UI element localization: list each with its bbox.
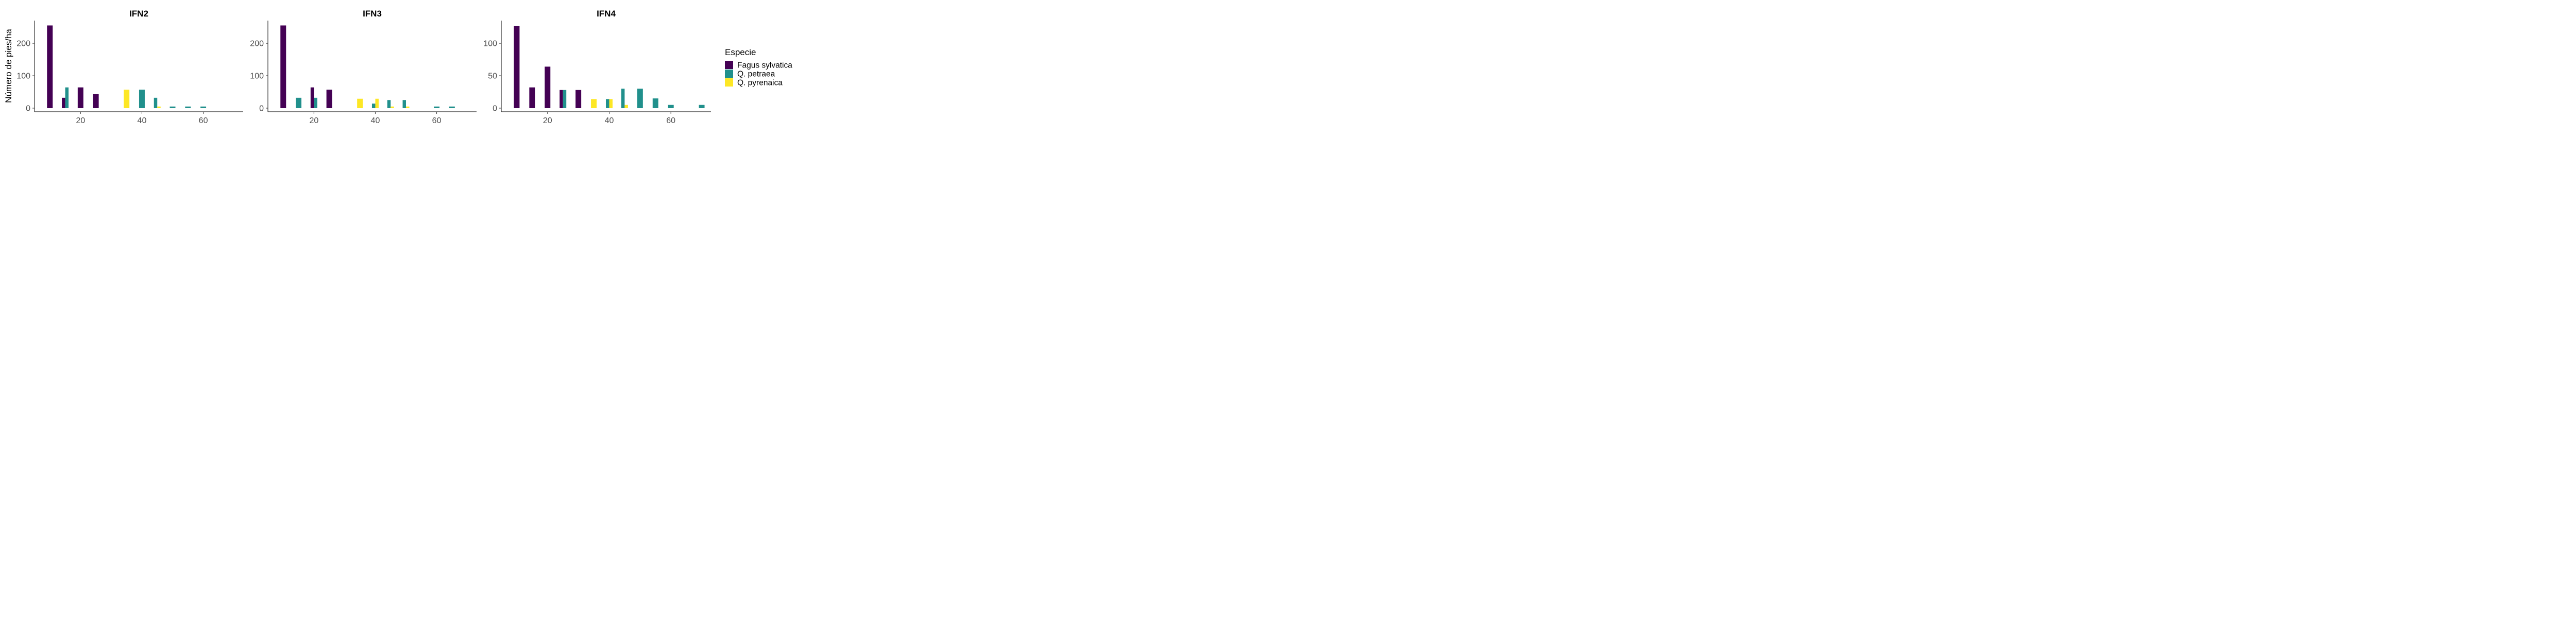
legend-swatch [725,70,733,78]
bar-q-pyrenaica-2 [357,98,363,108]
legend-label: Fagus sylvatica [737,61,792,70]
bar-q-petraea-1 [139,90,145,108]
bar-q-petraea-1 [65,87,69,108]
y-tick-label-3: 50 [488,72,497,81]
x-tick-label-2: 40 [371,116,380,125]
x-tick-label-1: 40 [138,116,147,125]
bar-fagus-sylvatica-1 [47,25,53,108]
figure: IFN2 0 100 200 20 40 60 IFN3 0 100 200 20 40 60 IFN4 0 5… [0,0,804,129]
x-tick-label-2: 20 [309,116,318,125]
bar-q-petraea-3 [637,89,643,108]
bar-q-pyrenaica-2 [375,98,379,108]
bar-q-pyrenaica-2 [406,106,410,108]
legend-label: Q. pyrenaica [737,79,783,88]
bar-q-petraea-2 [314,97,317,108]
y-tick-label-2: 100 [250,72,264,81]
bar-q-pyrenaica-3 [591,99,597,108]
bar-fagus-sylvatica-3 [560,90,563,108]
bar-fagus-sylvatica-3 [575,90,582,108]
y-tick-label-1: 0 [26,105,30,113]
x-tick-label-2: 60 [432,116,442,125]
bar-q-petraea-3 [563,90,567,108]
bar-q-pyrenaica-3 [609,99,613,108]
bar-fagus-sylvatica-1 [62,97,65,108]
bar-q-petraea-1 [170,106,176,108]
bar-fagus-sylvatica-2 [326,90,332,108]
bar-fagus-sylvatica-1 [77,87,83,108]
bar-q-pyrenaica-1 [124,90,130,108]
x-tick-label-3: 20 [543,116,552,125]
bar-q-petraea-3 [699,105,705,108]
bar-q-petraea-2 [434,106,440,108]
panel-title-3: IFN4 [597,9,616,19]
legend-title: Especie [725,47,756,57]
legend-swatch [725,78,733,87]
bar-fagus-sylvatica-3 [529,87,535,108]
y-tick-label-1: 100 [16,72,30,81]
bar-fagus-sylvatica-3 [514,26,520,109]
x-tick-label-1: 60 [199,116,208,125]
y-tick-label-3: 0 [493,105,497,113]
y-axis-label: Número de pies/ha [4,29,13,103]
bar-q-petraea-2 [296,97,302,108]
bar-q-petraea-3 [605,99,609,108]
bar-fagus-sylvatica-1 [93,94,99,108]
bar-q-petraea-1 [200,106,207,108]
bar-q-pyrenaica-2 [391,106,394,108]
panel-title-1: IFN2 [129,9,148,19]
y-tick-label-2: 0 [259,105,264,113]
bar-q-petraea-2 [387,100,391,108]
y-tick-label-1: 200 [16,40,30,48]
bar-q-pyrenaica-1 [157,106,161,108]
y-tick-label-2: 200 [250,40,264,48]
legend-label: Q. petraea [737,70,775,79]
chart-svg: IFN2 0 100 200 20 40 60 IFN3 0 100 200 20 40 60 IFN4 0 5… [4,9,792,125]
x-tick-label-3: 40 [605,116,614,125]
bar-q-petraea-3 [621,89,625,108]
bar-fagus-sylvatica-2 [310,87,314,108]
bar-q-petraea-2 [402,100,406,108]
bar-q-petraea-3 [652,98,658,108]
bar-q-pyrenaica-3 [624,105,628,108]
bar-fagus-sylvatica-2 [280,25,286,108]
bar-q-petraea-2 [449,106,455,108]
x-tick-label-3: 60 [666,116,675,125]
bar-q-petraea-3 [668,105,674,108]
legend-swatch [725,61,733,69]
bar-q-petraea-1 [154,97,158,108]
x-tick-label-1: 20 [76,116,85,125]
y-tick-label-3: 100 [483,40,497,48]
bar-q-petraea-2 [371,104,376,108]
bar-q-petraea-1 [185,106,191,108]
bar-fagus-sylvatica-3 [545,66,551,108]
panel-title-2: IFN3 [363,9,382,19]
